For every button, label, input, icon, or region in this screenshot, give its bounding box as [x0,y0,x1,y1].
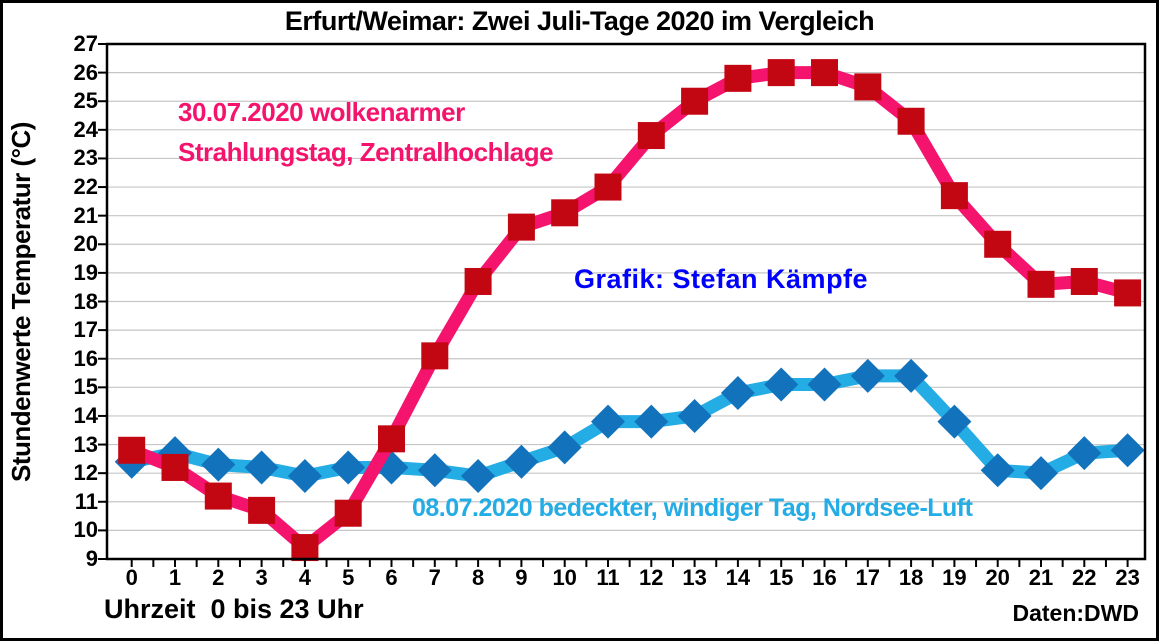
y-tick-label: 25 [73,88,98,114]
x-tick-label: 8 [471,565,485,590]
x-tick-label: 15 [768,565,794,590]
y-tick-label: 22 [73,174,98,200]
x-tick-label: 22 [1072,565,1097,590]
x-tick-label: 20 [985,565,1010,590]
x-tick-label: 16 [812,565,837,590]
y-tick-label: 18 [73,288,98,314]
annotation-pink-line2: Strahlungstag, Zentralhochlage [178,137,554,167]
y-tick-label: 15 [73,374,98,400]
y-tick-label: 21 [73,202,98,228]
y-tick-label: 24 [73,116,98,142]
y-tick-label: 20 [73,231,98,257]
annotation-pink-series: 30.07.2020 wolkenarmer Strahlungstag, Ze… [178,92,554,172]
x-tick-label: 10 [552,565,577,590]
x-tick-label: 0 [125,565,138,590]
x-tick-label: 9 [515,565,528,590]
y-tick-label: 19 [73,259,98,285]
x-axis-caption: Uhrzeit 0 bis 23 Uhr [104,594,364,624]
x-tick-label: 11 [596,565,620,590]
y-tick-label: 23 [73,145,98,171]
y-tick-label: 12 [73,460,98,486]
y-tick-label: 11 [74,488,98,514]
x-tick-label: 23 [1115,565,1140,590]
data-source: Daten:DWD [1012,600,1140,626]
y-tick-label: 26 [73,59,98,85]
y-tick-label: 10 [73,517,98,543]
annotation-pink-line1: 30.07.2020 wolkenarmer [178,97,465,127]
y-tick-label: 14 [73,402,98,428]
credit-text: Grafik: Stefan Kämpfe [574,264,869,294]
y-tick-label: 9 [85,546,98,571]
x-tick-label: 19 [942,565,967,590]
y-tick-label: 16 [73,345,98,371]
x-tick-label: 14 [725,565,751,590]
x-tick-label: 21 [1028,565,1054,590]
x-tick-label: 1 [168,565,182,590]
x-tick-label: 2 [212,565,225,590]
y-tick-label: 17 [73,317,98,343]
x-tick-label: 3 [255,565,268,590]
x-tick-label: 6 [385,565,398,590]
y-tick-label: 27 [73,31,98,56]
x-tick-label: 17 [855,565,881,590]
x-tick-label: 18 [898,565,924,590]
y-axis-label: Stundenwerte Temperatur (°C) [6,122,36,482]
x-tick-label: 7 [428,565,441,590]
x-tick-label: 12 [639,565,664,590]
annotation-blue-series: 08.07.2020 bedeckter, windiger Tag, Nord… [412,494,973,522]
y-tick-label: 13 [73,431,98,457]
x-tick-label: 4 [298,565,312,590]
x-tick-label: 5 [342,565,355,590]
x-tick-label: 13 [682,565,707,590]
chart-title: Erfurt/Weimar: Zwei Juli-Tage 2020 im Ve… [284,6,875,36]
